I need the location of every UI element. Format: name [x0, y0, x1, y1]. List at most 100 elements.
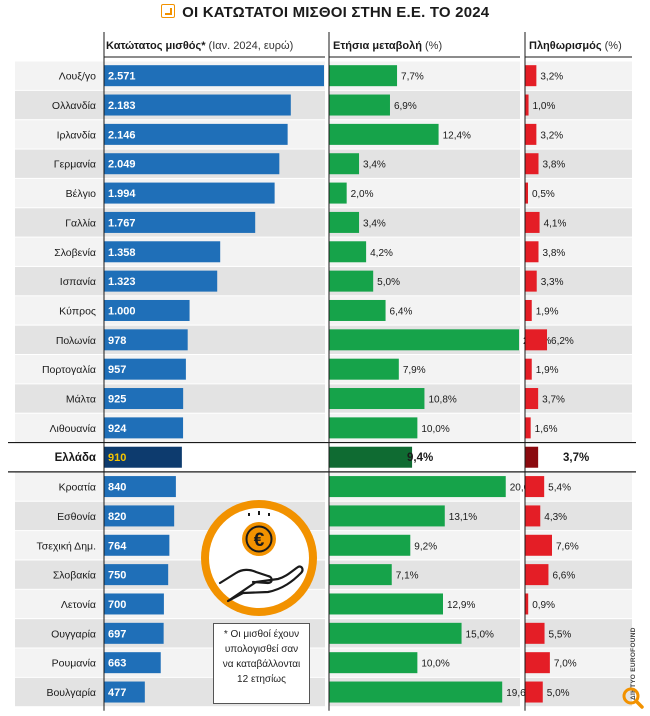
change-value-label: 12,9% — [447, 600, 475, 611]
wage-bar — [104, 299, 190, 321]
wage-value-label: 978 — [108, 335, 126, 347]
change-value-label: 6,4% — [390, 306, 413, 317]
change-value-label: 15,0% — [466, 629, 494, 640]
wage-bar — [104, 476, 176, 498]
inflation-value-label: 5,5% — [549, 629, 572, 640]
change-value-label: 10,0% — [421, 424, 449, 435]
change-bar — [329, 593, 443, 615]
wage-bar — [104, 681, 145, 703]
wage-value-label: 840 — [108, 482, 126, 494]
wage-value-label: 1.767 — [108, 217, 136, 229]
inflation-bar — [525, 65, 537, 87]
footnote-line: 12 ετησίως — [237, 674, 286, 685]
change-value-label: 3,4% — [363, 160, 386, 171]
row-background — [525, 589, 632, 619]
country-label: Μάλτα — [66, 394, 96, 406]
country-label: Σλοβενία — [54, 247, 96, 259]
change-bar — [329, 241, 367, 263]
country-label: Κύπρος — [59, 305, 96, 317]
row-background — [525, 149, 632, 178]
change-bar — [329, 329, 519, 351]
inflation-value-label: 6,6% — [552, 571, 575, 582]
wage-bar — [104, 388, 184, 410]
wage-bar — [104, 417, 184, 439]
inflation-value-label: 0,9% — [532, 600, 555, 611]
row-background — [525, 178, 632, 208]
change-bar — [329, 299, 386, 321]
change-value-label: 12,4% — [443, 130, 471, 141]
inflation-value-label: 4,3% — [544, 512, 567, 523]
change-bar — [329, 564, 392, 586]
wage-value-label: 1.000 — [108, 305, 136, 317]
wage-bar — [104, 505, 175, 527]
inflation-bar — [525, 593, 529, 615]
column-header-change: Ετήσια μεταβολή (%) — [333, 40, 442, 52]
change-bar — [329, 417, 418, 439]
wage-bar — [104, 358, 186, 380]
row-background — [525, 413, 632, 443]
change-value-label: 7,9% — [403, 365, 426, 376]
row-background — [329, 208, 520, 237]
change-value-label: 2,0% — [351, 189, 374, 200]
inflation-value-label: 1,9% — [536, 365, 559, 376]
publisher-logo-icon — [622, 687, 644, 709]
inflation-bar — [525, 211, 540, 233]
wage-bar — [104, 446, 182, 468]
column-header-inflation-unit: (%) — [604, 40, 622, 52]
wage-value-label: 820 — [108, 511, 126, 523]
inflation-bar — [525, 622, 545, 644]
inflation-value-label: 0,5% — [532, 189, 555, 200]
change-bar — [329, 476, 506, 498]
wage-value-label: 697 — [108, 628, 126, 640]
column-header-change-title: Ετήσια μεταβολή — [333, 40, 422, 52]
country-label: Λετονία — [61, 599, 96, 611]
change-bar — [329, 534, 411, 556]
country-label: Ιρλανδία — [57, 129, 96, 141]
hand-coin-icon: € — [201, 500, 317, 616]
wage-value-label: 750 — [108, 570, 126, 582]
change-bar — [329, 446, 413, 468]
change-value-label: 9,4% — [407, 452, 433, 464]
row-background — [525, 677, 632, 707]
row-background — [525, 443, 632, 472]
change-value-label: 10,8% — [428, 395, 456, 406]
country-label: Κροατία — [59, 482, 96, 494]
wage-value-label: 764 — [108, 540, 127, 552]
row-background — [525, 208, 632, 237]
change-bar — [329, 65, 398, 87]
change-value-label: 9,2% — [414, 541, 437, 552]
country-label: Γερμανία — [54, 159, 96, 171]
inflation-value-label: 1,9% — [536, 306, 559, 317]
wage-bar — [104, 270, 218, 292]
chart-title: ΟΙ ΚΑΤΩΤΑΤΟΙ ΜΙΣΘΟΙ ΣΤΗΝ Ε.Ε. ΤΟ 2024 — [0, 0, 650, 26]
row-background — [525, 120, 632, 149]
change-bar — [329, 211, 360, 233]
row-background — [525, 384, 632, 413]
change-bar — [329, 153, 360, 175]
wage-value-label: 700 — [108, 599, 126, 611]
inflation-bar — [525, 182, 528, 204]
column-header-inflation-title: Πληθωρισμός — [529, 40, 602, 52]
row-background — [525, 355, 632, 384]
inflation-value-label: 3,7% — [563, 452, 589, 464]
change-value-label: 5,0% — [377, 277, 400, 288]
inflation-value-label: 3,7% — [542, 395, 565, 406]
wage-value-label: 1.323 — [108, 276, 136, 288]
country-label: Βουλγαρία — [46, 687, 96, 699]
country-label: Ολλανδία — [52, 100, 96, 112]
country-label: Εσθονία — [57, 511, 96, 523]
change-value-label: 6,9% — [394, 101, 417, 112]
wage-bar — [104, 94, 291, 116]
country-label: Πορτογαλία — [42, 364, 96, 376]
row-background — [525, 501, 632, 531]
title-text: ΟΙ ΚΑΤΩΤΑΤΟΙ ΜΙΣΘΟΙ ΣΤΗΝ Ε.Ε. ΤΟ 2024 — [182, 4, 490, 21]
change-value-label: 19,6% — [506, 688, 534, 699]
column-header-change-unit: (%) — [425, 40, 443, 52]
country-label: Λιθουανία — [50, 423, 97, 435]
column-header-wage-unit: (Ιαν. 2024, ευρώ) — [208, 40, 294, 52]
inflation-value-label: 7,6% — [556, 541, 579, 552]
inflation-value-label: 3,8% — [543, 248, 566, 259]
footnote-line: υπολογισθεί σαν — [224, 644, 299, 655]
inflation-bar — [525, 564, 549, 586]
